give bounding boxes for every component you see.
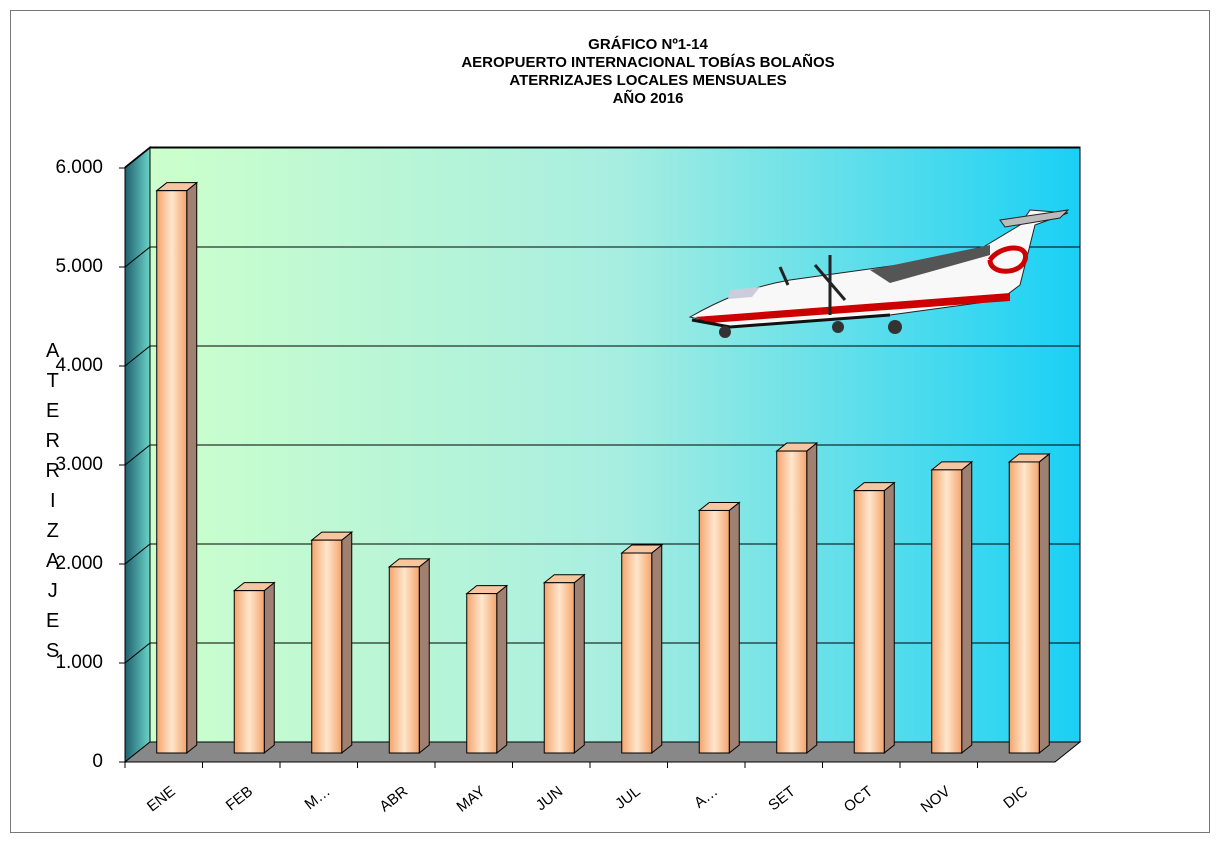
bar-side [186, 181, 198, 755]
bar [852, 481, 896, 755]
bar-side [806, 442, 818, 755]
y-tick-label: 1.000 [55, 652, 103, 673]
airplane [688, 209, 1070, 338]
y-tick-label: 0 [92, 751, 103, 772]
bar-side [418, 557, 430, 755]
chart-title: AÑO 2016 [613, 89, 684, 107]
y-tick-label: 2.000 [55, 553, 103, 574]
grid-line [124, 642, 1080, 664]
bar [697, 501, 741, 755]
bar [465, 584, 509, 755]
y-tick-label: 4.000 [55, 355, 103, 376]
bar [310, 531, 354, 755]
bar [775, 442, 819, 755]
bar-front [698, 509, 730, 754]
bar-side [883, 481, 895, 755]
chart-title: ATERRIZAJES LOCALES MENSUALES [509, 72, 786, 89]
bar [1007, 452, 1051, 755]
bar-front [621, 552, 653, 754]
y-tick-label: 5.000 [55, 256, 103, 277]
bar-front [853, 490, 885, 754]
bar [232, 581, 276, 755]
bar-side [263, 581, 275, 755]
y-tick-label: 3.000 [55, 454, 103, 475]
bar [387, 557, 431, 755]
grid-line [124, 444, 1080, 466]
bar [930, 460, 974, 755]
bar [155, 181, 199, 755]
bar-side [651, 543, 663, 755]
bar-side [1038, 452, 1050, 755]
grid-line [124, 246, 1080, 268]
bar-side [961, 460, 973, 755]
bar [542, 573, 586, 755]
bar-front [388, 566, 420, 754]
chart-title: GRÁFICO Nº1-14 [588, 36, 708, 53]
bar-side [728, 501, 740, 755]
bar-front [1008, 461, 1040, 754]
bar-front [543, 582, 575, 754]
bar-side [341, 531, 353, 755]
bar-front [311, 539, 343, 754]
bar-side [496, 584, 508, 755]
bar [620, 543, 664, 755]
y-tick-label: 6.000 [55, 157, 103, 178]
chart-title: AEROPUERTO INTERNACIONAL TOBÍAS BOLAÑOS [461, 53, 834, 71]
grid-line [124, 345, 1080, 367]
bar-front [776, 450, 808, 754]
bar-front [156, 190, 188, 754]
bar-front [233, 590, 265, 754]
bar-front [466, 593, 498, 754]
y-axis-label: ATERRIZAJES [42, 340, 64, 670]
bar-side [573, 573, 585, 755]
grid-line [124, 147, 1080, 169]
bar-front [931, 469, 963, 754]
grid-line [124, 543, 1080, 565]
